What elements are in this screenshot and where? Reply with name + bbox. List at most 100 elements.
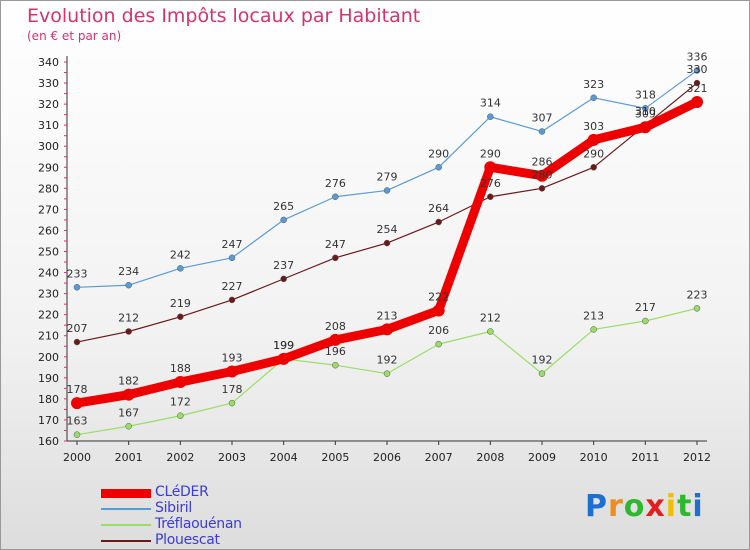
data-label-sibiril: 318	[635, 88, 656, 101]
data-label-treflaouenan: 192	[532, 354, 553, 367]
legend-label-sibiril: Sibiril	[155, 500, 192, 516]
y-tick-label: 270	[38, 203, 59, 216]
x-tick-label: 2012	[683, 451, 711, 464]
data-label-sibiril: 279	[377, 170, 398, 183]
data-point-sibiril	[228, 254, 236, 262]
y-tick-label: 240	[38, 267, 59, 280]
legend-swatch-sibiril	[101, 508, 151, 510]
data-label-plouescat: 280	[532, 168, 553, 181]
legend: CLéDER Sibiril Tréflaouénan Plouescat	[101, 484, 321, 549]
data-label-cleder: 178	[67, 383, 88, 396]
data-point-cleder	[691, 96, 703, 109]
logo-letter: r	[608, 489, 624, 524]
data-point-sibiril	[538, 128, 546, 135]
data-label-cleder: 309	[635, 107, 656, 120]
y-tick-label: 190	[38, 372, 59, 385]
legend-swatch-cleder	[101, 489, 151, 498]
data-label-treflaouenan: 217	[635, 301, 656, 314]
y-tick-label: 300	[38, 140, 59, 153]
legend-swatch-treflaouenan	[101, 524, 151, 526]
data-label-cleder: 188	[170, 362, 191, 375]
data-label-treflaouenan: 192	[377, 354, 398, 367]
data-point-sibiril	[125, 281, 132, 289]
data-point-treflaouenan	[177, 412, 184, 419]
data-point-sibiril	[487, 113, 494, 120]
x-tick-label: 2002	[166, 451, 194, 464]
proxiti-logo: Proxiti	[585, 489, 704, 524]
data-label-treflaouenan: 163	[67, 415, 88, 428]
y-tick-label: 260	[38, 224, 59, 237]
logo-letter: o	[623, 489, 646, 524]
x-tick-label: 2001	[115, 451, 143, 464]
data-point-treflaouenan	[332, 361, 339, 369]
y-tick-label: 330	[38, 77, 59, 90]
data-label-sibiril: 323	[583, 78, 604, 91]
data-point-cleder	[277, 352, 290, 365]
data-label-sibiril: 265	[273, 200, 294, 213]
data-point-sibiril	[332, 193, 339, 201]
data-label-plouescat: 207	[67, 322, 88, 335]
data-point-plouescat	[435, 218, 442, 226]
data-label-treflaouenan: 178	[222, 383, 243, 396]
x-tick-label: 2007	[425, 451, 453, 464]
data-label-cleder: 199	[273, 339, 294, 352]
data-label-treflaouenan: 199	[273, 339, 294, 352]
y-tick-label: 210	[38, 330, 59, 343]
legend-item-treflaouenan[interactable]: Tréflaouénan	[101, 516, 321, 533]
x-tick-label: 2006	[373, 451, 401, 464]
data-point-cleder	[71, 397, 83, 410]
series-layer	[71, 67, 703, 438]
data-label-cleder: 193	[222, 352, 243, 365]
data-point-treflaouenan	[538, 370, 546, 377]
data-point-plouescat	[332, 254, 339, 262]
y-tick-label: 280	[38, 182, 59, 195]
data-point-plouescat	[280, 275, 287, 283]
data-label-treflaouenan: 213	[583, 309, 604, 322]
data-label-treflaouenan: 206	[428, 324, 449, 337]
logo-letter: P	[585, 489, 608, 524]
data-point-treflaouenan	[693, 305, 701, 312]
legend-item-sibiril[interactable]: Sibiril	[101, 500, 321, 517]
data-label-cleder: 286	[532, 156, 553, 169]
data-label-treflaouenan: 223	[687, 288, 708, 301]
legend-label-cleder: CLéDER	[155, 484, 209, 500]
data-label-sibiril: 307	[532, 111, 553, 124]
data-label-cleder: 213	[377, 309, 398, 322]
data-point-treflaouenan	[642, 317, 649, 325]
data-label-plouescat: 212	[118, 312, 139, 325]
data-point-plouescat	[125, 328, 132, 335]
data-point-sibiril	[280, 216, 287, 224]
data-point-sibiril	[73, 284, 81, 291]
data-point-cleder	[484, 161, 497, 174]
data-point-treflaouenan	[487, 328, 494, 335]
x-tick-label: 2011	[631, 451, 659, 464]
axes: 1601701801902002102202302402502602702802…	[38, 56, 711, 464]
x-tick-label: 2009	[528, 451, 556, 464]
data-label-cleder: 182	[118, 375, 139, 388]
logo-letter: x	[645, 489, 666, 524]
x-tick-label: 2010	[580, 451, 608, 464]
data-label-cleder: 290	[480, 147, 501, 160]
legend-item-cleder[interactable]: CLéDER	[101, 484, 321, 501]
x-tick-label: 2005	[321, 451, 349, 464]
data-label-cleder: 222	[428, 290, 449, 303]
legend-item-plouescat[interactable]: Plouescat	[101, 532, 321, 549]
data-label-plouescat: 310	[635, 105, 656, 118]
chart-subtitle: (en € et par an)	[27, 29, 122, 43]
data-label-treflaouenan: 212	[480, 312, 501, 325]
data-point-cleder	[122, 388, 135, 401]
data-point-cleder	[329, 333, 342, 346]
data-label-plouescat: 290	[583, 147, 604, 160]
data-point-plouescat	[228, 296, 236, 304]
y-tick-label: 200	[38, 351, 59, 364]
y-tick-label: 170	[38, 414, 59, 427]
data-label-plouescat: 254	[377, 223, 398, 236]
data-label-sibiril: 234	[118, 265, 139, 278]
data-label-cleder: 303	[583, 120, 604, 133]
data-label-sibiril: 336	[687, 50, 708, 63]
data-point-cleder	[536, 169, 548, 182]
x-tick-label: 2008	[476, 451, 504, 464]
data-label-treflaouenan: 172	[170, 396, 191, 409]
